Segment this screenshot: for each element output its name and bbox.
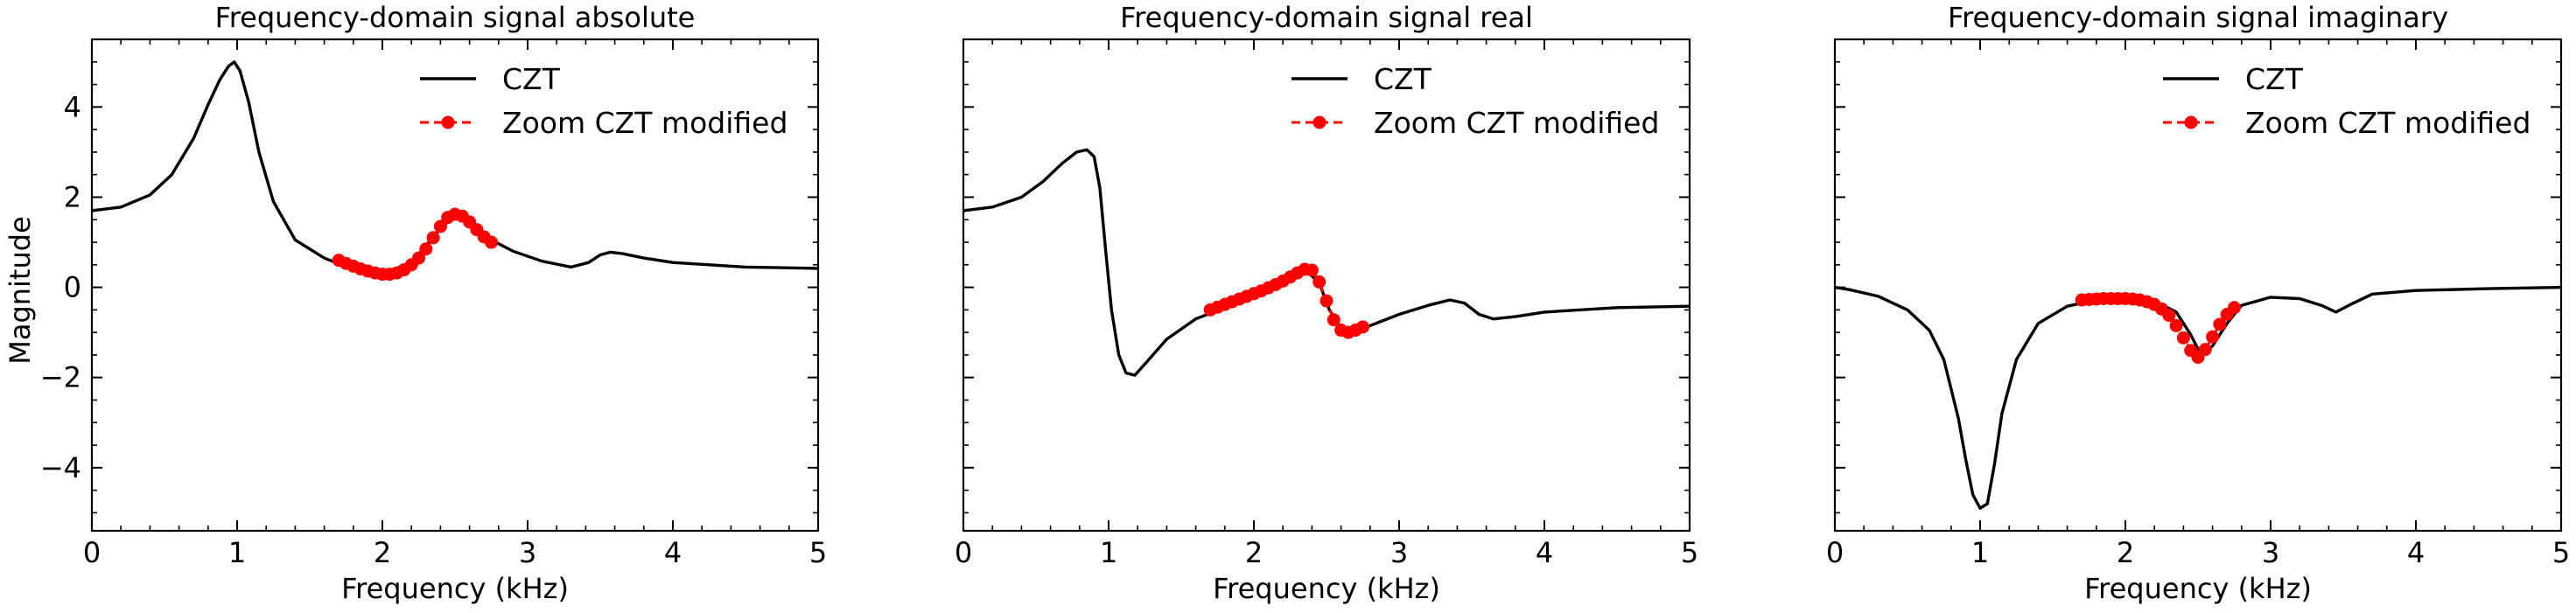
x-tick-label: 4 (2407, 536, 2425, 569)
chart-panel-0: Frequency-domain signal absolute 0 1 2 3 4 5 −4… (40, 1, 827, 605)
chart-title: Frequency-domain signal absolute (215, 1, 696, 34)
legend-marker (1312, 115, 1326, 129)
x-tick-label: 1 (1100, 536, 1117, 569)
legend-entry: CZT (502, 62, 561, 96)
series-point (426, 231, 440, 245)
y-axis-label: Magnitude (4, 216, 37, 365)
legend-entry: Zoom CZT modified (1374, 106, 1659, 140)
x-tick-label: 4 (1536, 536, 1553, 569)
x-tick-label: 3 (519, 536, 536, 569)
x-tick-label: 5 (2552, 536, 2570, 569)
x-tick-label: 0 (1826, 536, 1844, 569)
series-point (1312, 275, 1326, 289)
series-line-0 (962, 148, 1690, 377)
x-tick-label: 1 (228, 536, 246, 569)
series-point (1356, 320, 1369, 334)
series-point (1326, 313, 1340, 327)
chart-panel-1: Frequency-domain signal real 0 1 2 3 4 5 Freque… (955, 1, 1698, 605)
series-point (485, 235, 498, 249)
x-tick-label: 3 (1390, 536, 1408, 569)
x-tick-label: 0 (83, 536, 101, 569)
legend-entry: Zoom CZT modified (2245, 106, 2530, 140)
chart-title: Frequency-domain signal imaginary (1948, 1, 2448, 34)
series-point (2176, 331, 2190, 345)
x-tick-label: 5 (1681, 536, 1698, 569)
chart-panel-2: Frequency-domain signal imaginary 0 1 2 3 4 5 F… (1826, 1, 2570, 605)
plot-frame (1833, 38, 2563, 533)
series-point (2162, 309, 2176, 323)
series-point (2206, 330, 2220, 344)
series-point (2169, 318, 2183, 332)
x-tick-label: 2 (1245, 536, 1263, 569)
y-tick-label: 0 (64, 271, 81, 304)
series-point (2198, 343, 2212, 357)
x-tick-label: 2 (2117, 536, 2134, 569)
series-point (433, 219, 447, 233)
x-tick-label: 3 (2262, 536, 2279, 569)
series-point (2228, 301, 2241, 315)
plot-frame (962, 38, 1691, 533)
legend: CZT Zoom CZT modified (420, 62, 788, 140)
series-point (419, 242, 433, 256)
x-tick-label: 5 (809, 536, 827, 569)
series-point (1305, 263, 1319, 277)
plot-frame (90, 38, 820, 533)
series-line-0 (1834, 285, 2562, 510)
series-point (412, 251, 425, 265)
legend: CZT Zoom CZT modified (2163, 62, 2530, 140)
y-tick-label: 4 (64, 90, 81, 123)
legend-marker (2184, 115, 2198, 129)
x-tick-label: 4 (664, 536, 682, 569)
legend-entry: CZT (1374, 62, 1432, 96)
x-tick-label: 2 (374, 536, 391, 569)
x-axis-label: Frequency (kHz) (1213, 572, 1440, 605)
x-tick-label: 1 (1971, 536, 1989, 569)
y-tick-label: −2 (40, 361, 81, 394)
chart-title: Frequency-domain signal real (1120, 1, 1533, 34)
y-tick-label: −4 (40, 451, 81, 484)
legend-marker (441, 115, 455, 129)
x-tick-label: 0 (955, 536, 972, 569)
x-axis-label: Frequency (kHz) (2084, 572, 2312, 605)
legend-entry: CZT (2245, 62, 2304, 96)
y-tick-label: 2 (64, 180, 81, 213)
series-point (2213, 317, 2227, 331)
legend-entry: Zoom CZT modified (502, 106, 788, 140)
legend: CZT Zoom CZT modified (1292, 62, 1659, 140)
series-line-0 (91, 60, 819, 275)
x-axis-label: Frequency (kHz) (341, 572, 569, 605)
series-point (1320, 294, 1334, 308)
